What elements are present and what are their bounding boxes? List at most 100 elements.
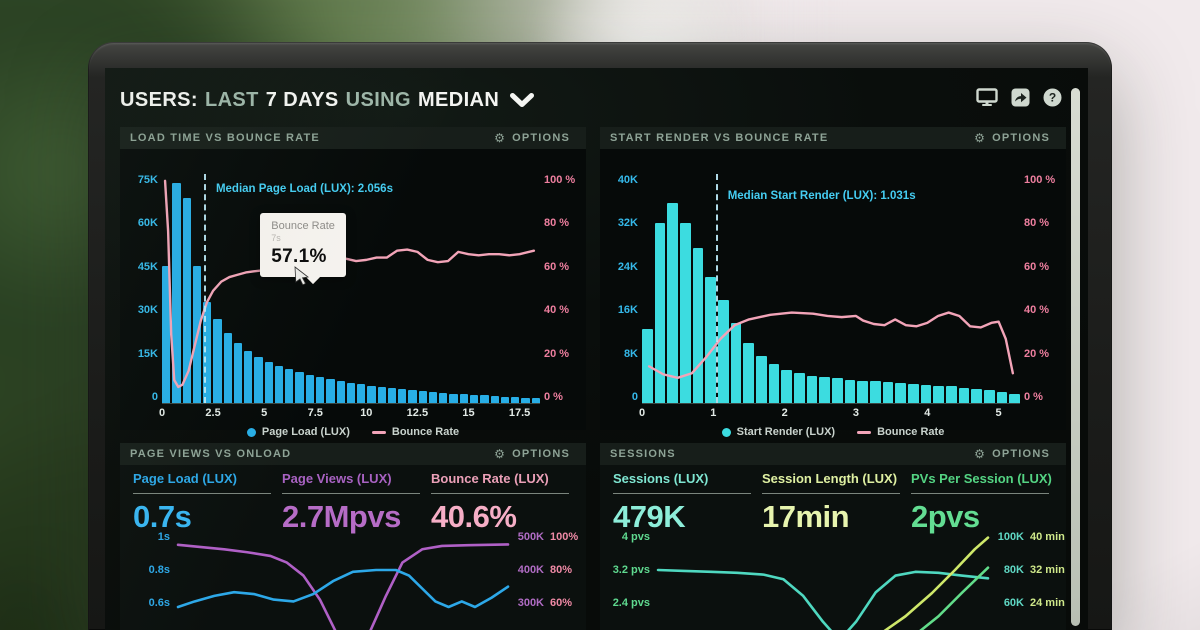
histogram-bar[interactable]: [971, 388, 983, 403]
histogram-bar[interactable]: [958, 387, 970, 403]
y-axis-right: 100 % 80 % 60 % 40 % 20 % 0 %: [1024, 174, 1064, 403]
histogram-bar[interactable]: [844, 379, 856, 403]
histogram-bar[interactable]: [305, 374, 314, 403]
axis-tick: 100 %: [544, 174, 576, 186]
histogram-bar[interactable]: [213, 319, 222, 403]
histogram-bar[interactable]: [857, 380, 869, 403]
y-axis-right: 100 % 80 % 60 % 40 % 20 % 0 %: [544, 174, 584, 403]
axis-tick: 16K: [617, 304, 638, 317]
options-label: OPTIONS: [992, 132, 1050, 144]
histogram-bar[interactable]: [264, 361, 273, 403]
plot-area: Median Start Render (LUX): 1.031s: [642, 174, 1021, 404]
legend-bar-label: Start Render (LUX): [736, 426, 836, 438]
histogram-bar[interactable]: [920, 384, 932, 403]
histogram-bar[interactable]: [182, 198, 191, 403]
sparkline-area: [178, 533, 508, 607]
axis-tick: 40 %: [544, 304, 570, 317]
histogram-bar[interactable]: [428, 392, 438, 403]
histogram-bar[interactable]: [642, 328, 653, 403]
histogram-bar[interactable]: [984, 390, 995, 403]
tooltip-title: Bounce Rate: [271, 219, 335, 232]
histogram-bar[interactable]: [274, 366, 284, 403]
axis-tick: 100%: [550, 531, 579, 543]
options-button[interactable]: ⚙ OPTIONS: [488, 447, 576, 461]
histogram-bar[interactable]: [490, 395, 499, 403]
histogram-bar[interactable]: [367, 385, 376, 403]
histogram-bar[interactable]: [832, 378, 843, 403]
histogram-bar[interactable]: [203, 302, 212, 403]
histogram-bar[interactable]: [531, 398, 540, 403]
histogram-bar[interactable]: [254, 357, 263, 403]
sparkline-area: [658, 533, 988, 607]
histogram-bar[interactable]: [223, 332, 232, 403]
share-icon[interactable]: [1011, 88, 1030, 112]
histogram-bar[interactable]: [730, 322, 742, 403]
histogram-bar[interactable]: [408, 390, 417, 403]
histogram-bar[interactable]: [705, 277, 717, 403]
histogram-bar[interactable]: [743, 342, 755, 403]
histogram-bar[interactable]: [172, 183, 181, 403]
legend-dot-icon: [721, 427, 731, 437]
histogram-bar[interactable]: [667, 202, 679, 403]
axis-tick: 1: [710, 407, 717, 419]
histogram-bar[interactable]: [295, 372, 304, 403]
histogram-bar[interactable]: [654, 222, 666, 403]
metric-rule: [613, 493, 751, 494]
options-button[interactable]: ⚙ OPTIONS: [968, 131, 1056, 145]
histogram-bar[interactable]: [511, 397, 520, 403]
histogram-bar[interactable]: [233, 343, 243, 403]
histogram-bar[interactable]: [244, 351, 253, 403]
histogram-bar[interactable]: [819, 377, 831, 403]
histogram-bar[interactable]: [882, 382, 894, 403]
histogram-bar[interactable]: [908, 384, 919, 403]
histogram-bar[interactable]: [418, 391, 427, 403]
metric-value: 479K: [613, 499, 686, 534]
histogram-bar[interactable]: [781, 369, 793, 403]
metric-bounce-rate: Bounce Rate (LUX) 40.6%: [431, 471, 580, 535]
histogram-bar[interactable]: [794, 373, 805, 403]
axis-tick: 100 %: [1024, 174, 1056, 186]
histogram-bar[interactable]: [459, 394, 468, 403]
axis-tick: 20 %: [544, 347, 570, 360]
histogram-bar[interactable]: [500, 396, 510, 403]
histogram-bar[interactable]: [326, 379, 335, 403]
histogram-bar[interactable]: [439, 392, 448, 403]
histogram-bar[interactable]: [346, 382, 356, 403]
histogram-bar[interactable]: [768, 364, 780, 403]
help-icon[interactable]: ?: [1043, 88, 1062, 112]
histogram-bar[interactable]: [315, 377, 325, 403]
histogram-bar[interactable]: [806, 375, 818, 403]
histogram-bar[interactable]: [357, 384, 366, 403]
histogram-bar[interactable]: [449, 393, 458, 403]
histogram-bar[interactable]: [933, 385, 945, 403]
histogram-bar[interactable]: [946, 386, 957, 403]
histogram-bar[interactable]: [1009, 393, 1021, 403]
histogram-bar[interactable]: [680, 222, 691, 403]
monitor-icon[interactable]: [976, 88, 998, 112]
options-button[interactable]: ⚙ OPTIONS: [968, 447, 1056, 461]
legend-item-line: Bounce Rate: [857, 426, 944, 438]
histogram-bar[interactable]: [718, 299, 729, 403]
median-label: Median Start Render (LUX): 1.031s: [727, 190, 916, 202]
histogram-bar[interactable]: [692, 248, 704, 403]
histogram-bar[interactable]: [285, 369, 294, 403]
histogram-bar[interactable]: [377, 387, 386, 403]
histogram-bar[interactable]: [387, 388, 397, 403]
histogram-bar[interactable]: [756, 356, 767, 403]
options-button[interactable]: ⚙ OPTIONS: [488, 131, 576, 145]
histogram-bar[interactable]: [870, 381, 881, 403]
scrollbar[interactable]: [1071, 88, 1080, 626]
chevron-down-icon[interactable]: [510, 92, 535, 108]
histogram-bar[interactable]: [398, 389, 407, 403]
dashboard-header[interactable]: USERS: LAST 7 DAYS USING MEDIAN ?: [120, 84, 1062, 116]
histogram-bar[interactable]: [521, 397, 530, 403]
histogram-bar[interactable]: [162, 265, 171, 403]
histogram-bar[interactable]: [480, 395, 489, 403]
histogram-bar[interactable]: [996, 392, 1008, 403]
histogram-bar[interactable]: [895, 382, 907, 403]
axis-tick: 40K: [617, 174, 638, 186]
histogram-bar[interactable]: [336, 381, 345, 403]
panel-header: LOAD TIME VS BOUNCE RATE ⚙ OPTIONS: [120, 127, 586, 149]
legend-item-bar: Page Load (LUX): [246, 426, 350, 438]
histogram-bar[interactable]: [469, 394, 479, 403]
